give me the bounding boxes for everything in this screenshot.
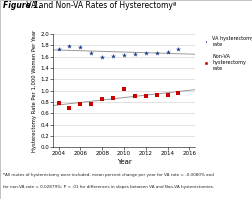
Point: [111, 54, 115, 58]
Point: [143, 94, 147, 97]
Text: Figure 1.: Figure 1.: [3, 1, 41, 10]
Point: [111, 97, 115, 100]
Point: [121, 54, 125, 57]
Text: for non-VA rate = 0.02879%; P < .01 for differences in slopes between VA and Non: for non-VA rate = 0.02879%; P < .01 for …: [3, 185, 213, 189]
Point: [154, 94, 158, 97]
Point: [56, 47, 60, 50]
Point: [143, 52, 147, 55]
Point: [176, 47, 180, 50]
Point: [132, 94, 136, 97]
Y-axis label: Hysterectomy Rate Per 1,000 Women Per Year: Hysterectomy Rate Per 1,000 Women Per Ye…: [32, 29, 37, 152]
Point: [89, 51, 93, 54]
Point: [165, 93, 169, 96]
Point: [78, 45, 82, 49]
Point: [176, 91, 180, 94]
Point: [56, 101, 60, 105]
X-axis label: Year: Year: [116, 159, 131, 165]
Point: [100, 55, 104, 58]
Point: [78, 102, 82, 105]
Point: [89, 102, 93, 105]
Point: [100, 98, 104, 101]
Point: [165, 50, 169, 54]
Point: [67, 44, 71, 47]
Text: VA and Non-VA Rates of Hysterectomyª: VA and Non-VA Rates of Hysterectomyª: [24, 1, 176, 10]
Point: [132, 53, 136, 56]
Point: [121, 88, 125, 91]
Text: ªAll routes of hysterectomy were included; mean percent change per year for VA r: ªAll routes of hysterectomy were include…: [3, 173, 212, 177]
Point: [154, 52, 158, 55]
Point: [67, 106, 71, 109]
Legend: VA hysterectomy
rate, Non-VA
hysterectomy
rate: VA hysterectomy rate, Non-VA hysterectom…: [201, 36, 252, 71]
